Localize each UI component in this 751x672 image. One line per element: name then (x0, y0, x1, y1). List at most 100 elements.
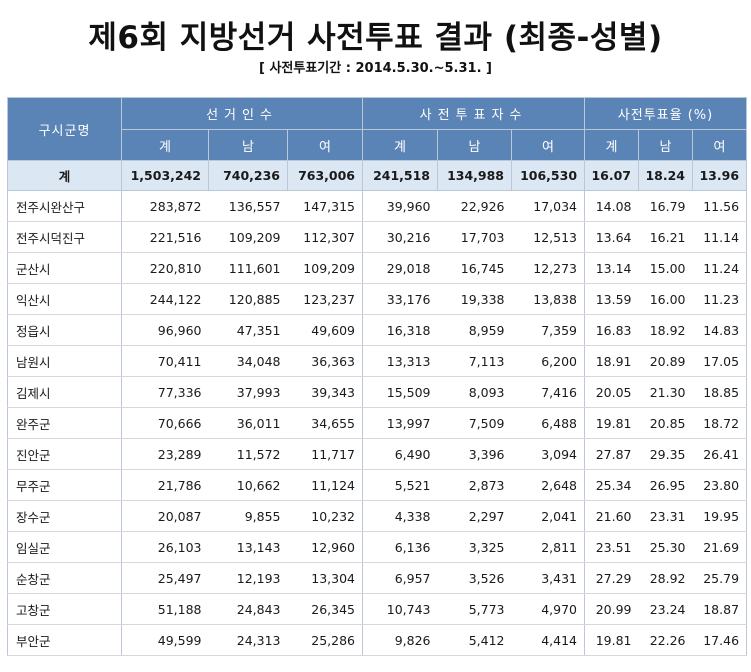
results-table: 구시군명 선거인수 사전투표자수 사전투표율 (%) 계 남 여 계 남 여 계… (7, 97, 748, 656)
value-cell: 70,411 (121, 345, 209, 377)
value-cell: 109,209 (208, 221, 288, 253)
region-name-cell: 정읍시 (7, 314, 122, 346)
value-cell: 77,336 (121, 376, 209, 408)
value-cell: 16.07 (584, 160, 640, 191)
value-cell: 34,655 (287, 407, 363, 439)
value-cell: 16,318 (362, 314, 438, 346)
value-cell: 29,018 (362, 252, 438, 284)
header-group-electors: 선거인수 (121, 97, 363, 130)
value-cell: 18.72 (692, 407, 748, 439)
value-cell: 2,648 (511, 469, 586, 501)
value-cell: 70,666 (121, 407, 209, 439)
value-cell: 21,786 (121, 469, 209, 501)
value-cell: 21.60 (584, 500, 639, 532)
value-cell: 33,176 (362, 283, 438, 315)
header-sub: 계 (362, 129, 438, 161)
value-cell: 3,431 (511, 562, 586, 594)
value-cell: 111,601 (208, 252, 288, 284)
value-cell: 12,193 (208, 562, 288, 594)
table-row: 전주시덕진구 221,516 109,209 112,307 30,216 17,703 1… (7, 221, 748, 253)
table-row: 고창군 51,188 24,843 26,345 10,743 5,773 4,970 20.… (7, 593, 748, 625)
value-cell: 5,412 (437, 624, 512, 656)
value-cell: 27.87 (584, 438, 639, 470)
value-cell: 37,993 (208, 376, 288, 408)
value-cell: 11.56 (692, 190, 748, 222)
value-cell: 221,516 (121, 221, 209, 253)
table-row: 남원시 70,411 34,048 36,363 13,313 7,113 6,200 18.… (7, 345, 748, 377)
value-cell: 16.21 (638, 221, 693, 253)
table-row: 순창군 25,497 12,193 13,304 6,957 3,526 3,431 27.2… (7, 562, 748, 594)
value-cell: 13.64 (584, 221, 639, 253)
region-name-cell: 부안군 (7, 624, 122, 656)
table-row: 임실군 26,103 13,143 12,960 6,136 3,325 2,811 23.5… (7, 531, 748, 563)
value-cell: 2,873 (437, 469, 512, 501)
table-row: 장수군 20,087 9,855 10,232 4,338 2,297 2,041 21.60… (7, 500, 748, 532)
value-cell: 2,811 (511, 531, 586, 563)
region-name-cell: 순창군 (7, 562, 122, 594)
region-name-cell: 무주군 (7, 469, 122, 501)
value-cell: 4,970 (511, 593, 586, 625)
value-cell: 22.26 (638, 624, 693, 656)
value-cell: 17.46 (692, 624, 748, 656)
value-cell: 9,855 (208, 500, 288, 532)
value-cell: 109,209 (287, 252, 363, 284)
value-cell: 10,662 (208, 469, 288, 501)
value-cell: 13.14 (584, 252, 639, 284)
header-region: 구시군명 (7, 97, 122, 161)
header-sub: 여 (692, 129, 748, 161)
table-row: 부안군 49,599 24,313 25,286 9,826 5,412 4,414 19.8… (7, 624, 748, 656)
value-cell: 13,997 (362, 407, 438, 439)
value-cell: 23.31 (638, 500, 693, 532)
page-title: 제6회 지방선거 사전투표 결과 (최종-성별) (88, 20, 663, 56)
value-cell: 5,773 (437, 593, 512, 625)
value-cell: 2,297 (437, 500, 512, 532)
value-cell: 23.24 (638, 593, 693, 625)
value-cell: 15,509 (362, 376, 438, 408)
value-cell: 25.34 (584, 469, 639, 501)
value-cell: 22,926 (437, 190, 512, 222)
value-cell: 18.85 (692, 376, 748, 408)
value-cell: 15.00 (638, 252, 693, 284)
value-cell: 134,988 (437, 160, 512, 191)
header-sub: 계 (121, 129, 209, 161)
value-cell: 1,503,242 (121, 160, 209, 191)
value-cell: 20.05 (584, 376, 639, 408)
value-cell: 147,315 (287, 190, 363, 222)
value-cell: 17,703 (437, 221, 512, 253)
value-cell: 13.96 (692, 160, 748, 191)
value-cell: 20,087 (121, 500, 209, 532)
header-row-groups: 구시군명 선거인수 사전투표자수 사전투표율 (%) (7, 97, 748, 161)
region-name-cell: 장수군 (7, 500, 122, 532)
value-cell: 25.30 (638, 531, 693, 563)
value-cell: 16,745 (437, 252, 512, 284)
value-cell: 763,006 (287, 160, 363, 191)
value-cell: 10,743 (362, 593, 438, 625)
total-row: 계 1,503,242 740,236 763,006 241,518 134,988 10… (7, 160, 748, 191)
value-cell: 3,396 (437, 438, 512, 470)
value-cell: 16.83 (584, 314, 639, 346)
value-cell: 11.24 (692, 252, 748, 284)
value-cell: 18.24 (638, 160, 694, 191)
value-cell: 6,957 (362, 562, 438, 594)
value-cell: 740,236 (208, 160, 288, 191)
value-cell: 39,960 (362, 190, 438, 222)
region-name-cell: 남원시 (7, 345, 122, 377)
value-cell: 16.79 (638, 190, 693, 222)
voting-period-subtitle: [ 사전투표기간 : 2014.5.30.~5.31. ] (259, 61, 492, 76)
value-cell: 24,313 (208, 624, 288, 656)
value-cell: 8,959 (437, 314, 512, 346)
value-cell: 13,838 (511, 283, 586, 315)
table-row: 진안군 23,289 11,572 11,717 6,490 3,396 3,094 27.8… (7, 438, 748, 470)
header-sub: 여 (287, 129, 363, 161)
header-sub: 계 (584, 129, 640, 161)
value-cell: 25.79 (692, 562, 748, 594)
value-cell: 11,717 (287, 438, 363, 470)
table-row: 정읍시 96,960 47,351 49,609 16,318 8,959 7,359 16.… (7, 314, 748, 346)
value-cell: 3,094 (511, 438, 586, 470)
value-cell: 6,490 (362, 438, 438, 470)
value-cell: 26,345 (287, 593, 363, 625)
header-sub: 여 (510, 129, 586, 161)
value-cell: 13,143 (208, 531, 288, 563)
value-cell: 14.08 (584, 190, 639, 222)
value-cell: 18.87 (692, 593, 748, 625)
